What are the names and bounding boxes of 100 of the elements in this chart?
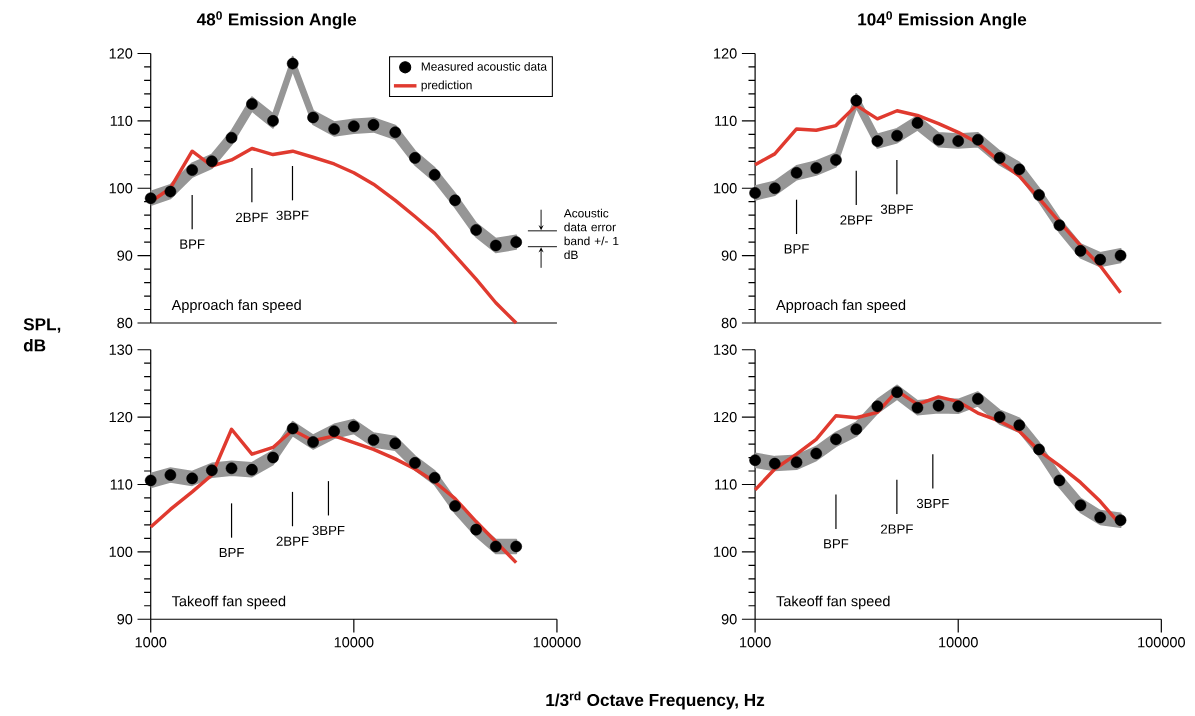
point [449, 500, 461, 512]
annotation: Approach fan speed [776, 299, 906, 313]
y-tick-label: 80 [721, 317, 737, 328]
annotation: 3BPF [916, 498, 949, 508]
y-tick-label: 100 [714, 546, 737, 557]
point [932, 399, 945, 412]
point [850, 94, 863, 107]
point [144, 192, 157, 205]
annotation: Takeoff fan speed [776, 595, 890, 609]
y-tick-label: 130 [714, 344, 737, 355]
point [1114, 514, 1127, 526]
point [206, 155, 218, 167]
y-tick-label: 110 [110, 115, 133, 126]
point [409, 151, 421, 164]
point [1094, 511, 1106, 524]
point [830, 433, 842, 446]
point [510, 236, 522, 248]
point [993, 411, 1006, 423]
point [749, 186, 761, 199]
y-tick-label: 80 [117, 317, 133, 328]
point [186, 164, 198, 176]
y-tick-label: 110 [110, 479, 133, 490]
y-tick-label: 100 [109, 182, 133, 194]
annotation: BPF [824, 539, 849, 549]
y-tick-label: 120 [109, 48, 133, 59]
point [871, 400, 884, 412]
point [1033, 443, 1045, 456]
point [1033, 189, 1045, 201]
annotation: 3BPF [880, 204, 913, 214]
y-tick-label: 90 [117, 250, 133, 261]
point [267, 114, 279, 127]
point [972, 392, 984, 405]
point [790, 166, 803, 179]
annotation: BPF [180, 239, 205, 249]
point [328, 122, 340, 135]
point [470, 224, 482, 236]
point [891, 386, 903, 398]
point [850, 423, 863, 435]
y-axis-title: SPL, dB [23, 318, 61, 352]
point [409, 456, 421, 469]
point [348, 420, 360, 433]
point [328, 425, 340, 437]
point [286, 57, 299, 70]
point [267, 451, 279, 464]
point [952, 400, 965, 412]
y-tick-label: 90 [721, 613, 737, 625]
point [810, 447, 823, 460]
point [225, 462, 238, 474]
y-tick-label: 130 [109, 344, 133, 355]
point [186, 472, 198, 485]
point [768, 182, 781, 194]
point [389, 437, 402, 450]
y-tick-label: 90 [117, 613, 133, 625]
point [510, 540, 522, 553]
y-tick-label: 110 [715, 115, 737, 126]
point [1013, 163, 1026, 176]
point [367, 118, 380, 131]
annotation: Takeoff fan speed [171, 595, 286, 609]
point [367, 434, 380, 446]
point [993, 151, 1006, 164]
point [891, 129, 903, 142]
annotation: BPF [219, 547, 244, 557]
point [1053, 219, 1066, 231]
x-tick-label: 1000 [740, 636, 771, 648]
y-tick-label: 100 [109, 546, 133, 557]
point [1074, 499, 1087, 512]
point [911, 401, 924, 414]
point [428, 471, 441, 484]
point [1094, 253, 1106, 266]
point [810, 162, 823, 174]
point [1013, 419, 1026, 431]
point [1074, 244, 1087, 257]
annotation: 3BPF [276, 210, 309, 220]
point [972, 133, 984, 146]
point [470, 523, 482, 536]
annotation: BPF [784, 244, 809, 254]
text: Acoustic data error band +/- 1 dB [563, 208, 619, 259]
point [348, 120, 360, 132]
point [830, 153, 842, 166]
point [1053, 474, 1066, 487]
y-tick-label: 120 [109, 411, 133, 423]
point [428, 168, 441, 181]
point [871, 135, 884, 147]
annotation: 2BPF [881, 524, 913, 534]
point [307, 111, 319, 124]
point [246, 98, 258, 110]
x-tick-label: 100000 [533, 636, 581, 648]
x-tick-label: 1000 [135, 636, 167, 648]
point [489, 239, 502, 252]
point [449, 194, 461, 207]
y-tick-label: 120 [714, 411, 737, 423]
point [489, 540, 502, 553]
annotation: 3BPF [312, 525, 345, 535]
annotation: Approach fan speed [171, 299, 301, 313]
y-tick-label: 110 [715, 479, 737, 490]
y-tick-label: 100 [714, 182, 737, 194]
annotation: 2BPF [840, 215, 873, 225]
x-axis-title: 1/3$^{rd}$ Octave Frequency, Hz [546, 691, 765, 710]
x-tick-label: 100000 [1138, 636, 1185, 648]
y-tick-label: 90 [721, 250, 737, 261]
